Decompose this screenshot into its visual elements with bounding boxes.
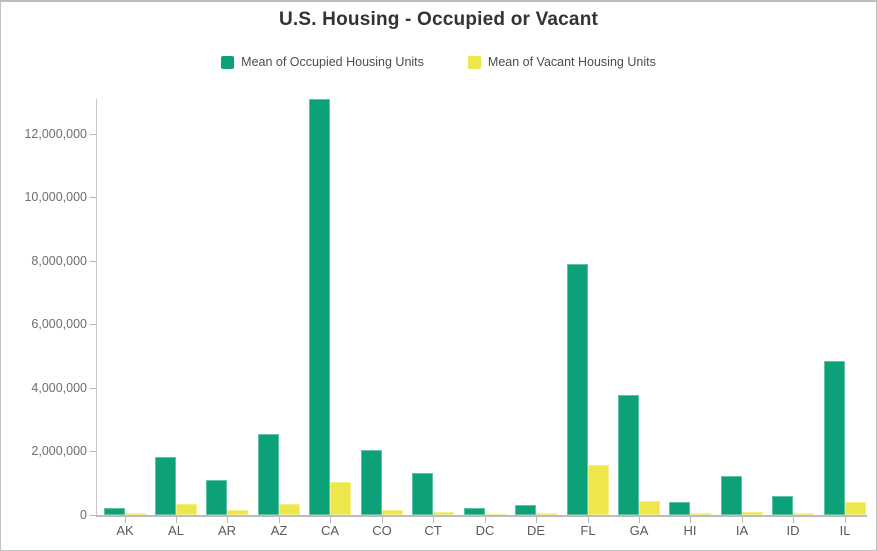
legend-item-vacant-label: Mean of Vacant Housing Units bbox=[487, 55, 656, 69]
x-axis-tick bbox=[793, 517, 794, 523]
x-axis-tick bbox=[588, 517, 589, 523]
bar-vacant-HI[interactable] bbox=[690, 513, 711, 515]
x-axis-tick bbox=[227, 517, 228, 523]
bar-occupied-IA[interactable] bbox=[721, 476, 742, 515]
y-axis-tick bbox=[90, 261, 96, 262]
x-axis-tick bbox=[536, 517, 537, 523]
bar-occupied-GA[interactable] bbox=[618, 395, 639, 515]
y-axis-tick-label: 10,000,000 bbox=[24, 190, 87, 204]
chart-title: U.S. Housing - Occupied or Vacant bbox=[278, 9, 599, 30]
bar-occupied-AR[interactable] bbox=[206, 480, 227, 515]
bar-occupied-CA[interactable] bbox=[309, 99, 330, 515]
y-axis-tick-label: 0 bbox=[80, 508, 87, 522]
y-axis-tick-label: 8,000,000 bbox=[31, 254, 87, 268]
legend-item-occupied[interactable]: Mean of Occupied Housing Units bbox=[221, 55, 424, 69]
y-axis-tick-label: 4,000,000 bbox=[31, 381, 87, 395]
x-axis-tick bbox=[690, 517, 691, 523]
bar-vacant-AL[interactable] bbox=[176, 504, 197, 515]
x-axis-category-label: AR bbox=[217, 523, 237, 538]
bar-vacant-CT[interactable] bbox=[433, 512, 454, 515]
bar-occupied-HI[interactable] bbox=[669, 502, 690, 515]
x-axis-tick bbox=[330, 517, 331, 523]
x-axis-category-label: CT bbox=[424, 523, 442, 538]
bar-occupied-FL[interactable] bbox=[567, 264, 588, 515]
bar-vacant-DC[interactable] bbox=[485, 514, 506, 515]
bar-vacant-AK[interactable] bbox=[125, 513, 146, 515]
y-axis-tick-label: 6,000,000 bbox=[31, 317, 87, 331]
y-axis-tick bbox=[90, 515, 96, 516]
bar-occupied-ID[interactable] bbox=[772, 496, 793, 515]
x-axis-category-label: IL bbox=[839, 523, 851, 538]
bar-occupied-IL[interactable] bbox=[824, 361, 845, 515]
y-axis-tick bbox=[90, 324, 96, 325]
bar-occupied-DC[interactable] bbox=[464, 508, 485, 515]
bar-vacant-IA[interactable] bbox=[742, 512, 763, 515]
x-axis-tick bbox=[742, 517, 743, 523]
bar-vacant-GA[interactable] bbox=[639, 501, 660, 515]
occupied-series-swatch-icon bbox=[221, 55, 235, 69]
y-axis-tick bbox=[90, 197, 96, 198]
x-axis-category-label: AK bbox=[116, 523, 134, 538]
bar-vacant-AR[interactable] bbox=[227, 510, 248, 515]
x-axis-category-label: GA bbox=[629, 523, 649, 538]
x-axis-category-label: AZ bbox=[270, 523, 288, 538]
bar-vacant-CO[interactable] bbox=[382, 510, 403, 515]
x-axis-category-label: DE bbox=[526, 523, 546, 538]
bar-vacant-CA[interactable] bbox=[330, 482, 351, 515]
x-axis-category-label: HI bbox=[683, 523, 697, 538]
legend: Mean of Occupied Housing Units Mean of V… bbox=[1, 55, 876, 69]
bar-occupied-AK[interactable] bbox=[104, 508, 125, 515]
y-axis-tick-label: 12,000,000 bbox=[24, 127, 87, 141]
bar-occupied-AL[interactable] bbox=[155, 457, 176, 515]
legend-item-vacant[interactable]: Mean of Vacant Housing Units bbox=[467, 55, 656, 69]
x-axis-tick bbox=[382, 517, 383, 523]
x-axis-category-label: FL bbox=[580, 523, 596, 538]
legend-item-occupied-label: Mean of Occupied Housing Units bbox=[241, 55, 424, 69]
x-axis-tick bbox=[485, 517, 486, 523]
x-axis-tick bbox=[845, 517, 846, 523]
x-axis-category-label: DC bbox=[475, 523, 495, 538]
x-axis-category-label: AL bbox=[168, 523, 184, 538]
y-axis-line bbox=[96, 99, 97, 516]
x-axis-tick bbox=[279, 517, 280, 523]
y-axis-tick-label: 2,000,000 bbox=[31, 444, 87, 458]
y-axis-tick bbox=[90, 134, 96, 135]
bar-vacant-AZ[interactable] bbox=[279, 504, 300, 515]
y-axis-tick bbox=[90, 451, 96, 452]
bar-vacant-FL[interactable] bbox=[588, 465, 609, 515]
bar-occupied-CO[interactable] bbox=[361, 450, 382, 515]
bar-vacant-DE[interactable] bbox=[536, 513, 557, 515]
x-axis-tick bbox=[639, 517, 640, 523]
bar-occupied-AZ[interactable] bbox=[258, 434, 279, 515]
bar-vacant-ID[interactable] bbox=[793, 513, 814, 515]
x-axis-tick bbox=[125, 517, 126, 523]
x-axis-category-label: CA bbox=[320, 523, 340, 538]
y-axis-tick bbox=[90, 388, 96, 389]
bar-occupied-CT[interactable] bbox=[412, 473, 433, 515]
x-axis-category-label: IA bbox=[735, 523, 749, 538]
x-axis-tick bbox=[176, 517, 177, 523]
x-axis-line bbox=[96, 515, 867, 517]
bar-vacant-IL[interactable] bbox=[845, 502, 866, 515]
x-axis-tick bbox=[433, 517, 434, 523]
x-axis-category-label: CO bbox=[372, 523, 392, 538]
x-axis-category-label: ID bbox=[786, 523, 800, 538]
bar-occupied-DE[interactable] bbox=[515, 505, 536, 515]
vacant-series-swatch-icon bbox=[467, 55, 481, 69]
